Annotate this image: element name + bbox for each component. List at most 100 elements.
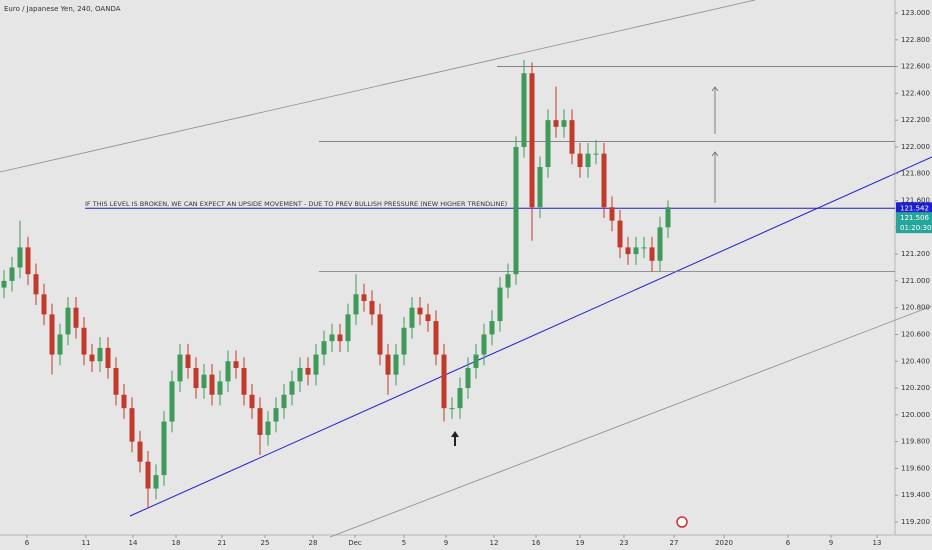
last-price-label: 121.506 bbox=[900, 214, 929, 222]
candle-body bbox=[617, 220, 623, 248]
candle-body bbox=[209, 374, 215, 395]
candle-body bbox=[201, 374, 207, 389]
x-tick-label: 23 bbox=[620, 539, 629, 547]
candle-body bbox=[513, 146, 519, 275]
x-tick-label: 14 bbox=[129, 539, 138, 547]
trendline bbox=[129, 156, 932, 517]
y-tick-label: 120.200 bbox=[901, 384, 930, 392]
y-tick-label: 119.200 bbox=[901, 518, 930, 526]
x-tick-label: 9 bbox=[444, 539, 448, 547]
candle-body bbox=[17, 247, 23, 268]
candle-body bbox=[449, 408, 455, 410]
candle-body bbox=[625, 247, 631, 255]
x-tick-label: 12 bbox=[490, 539, 499, 547]
x-tick-label: Dec bbox=[348, 539, 362, 547]
candle-body bbox=[417, 307, 423, 315]
candle-body bbox=[337, 334, 343, 342]
y-tick-label: 121.200 bbox=[901, 250, 930, 258]
x-tick-label: 13 bbox=[873, 539, 882, 547]
candle-body bbox=[577, 153, 583, 168]
level-price-label: 121.542 bbox=[900, 204, 929, 212]
candle-body bbox=[433, 321, 439, 355]
candle-body bbox=[9, 267, 15, 281]
candle-body bbox=[441, 354, 447, 409]
candle-body bbox=[473, 354, 479, 368]
candle-body bbox=[297, 367, 303, 382]
event-icon[interactable] bbox=[676, 516, 688, 528]
y-tick-label: 120.600 bbox=[901, 330, 930, 338]
x-tick-label: 18 bbox=[172, 539, 181, 547]
candle-body bbox=[361, 294, 367, 301]
y-tick-label: 122.200 bbox=[901, 116, 930, 124]
candle-body bbox=[273, 408, 279, 422]
candle-body bbox=[305, 367, 311, 375]
candle-body bbox=[169, 381, 175, 422]
candle-body bbox=[233, 361, 239, 368]
candle-body bbox=[185, 354, 191, 368]
last-price-box bbox=[896, 212, 932, 234]
candle-body bbox=[1, 280, 7, 288]
x-tick-label: 2020 bbox=[715, 539, 733, 547]
annotation: IF THIS LEVEL IS BROKEN, WE CAN EXPECT A… bbox=[85, 200, 507, 208]
candle-body bbox=[393, 354, 399, 375]
candle-body bbox=[249, 394, 255, 409]
candle-body bbox=[41, 294, 47, 315]
candle-body bbox=[545, 120, 551, 168]
candle-body bbox=[377, 314, 383, 355]
candle-body bbox=[569, 120, 575, 154]
candle-body bbox=[217, 381, 223, 395]
x-tick-label: 19 bbox=[576, 539, 585, 547]
candle-body bbox=[241, 367, 247, 395]
candle-body bbox=[457, 388, 463, 409]
x-tick-label: 5 bbox=[402, 539, 406, 547]
channel-upper bbox=[0, 0, 756, 173]
candle-body bbox=[105, 347, 111, 368]
candle-body bbox=[161, 421, 167, 476]
candle-body bbox=[225, 361, 231, 382]
candle-body bbox=[153, 475, 159, 489]
candle-body bbox=[497, 287, 503, 322]
y-tick-label: 121.600 bbox=[901, 197, 930, 205]
x-tick-label: 16 bbox=[532, 539, 541, 547]
candle-body bbox=[145, 461, 151, 489]
y-tick-label: 122.400 bbox=[901, 89, 930, 97]
y-tick-label: 119.600 bbox=[901, 464, 930, 472]
candle-body bbox=[329, 334, 335, 342]
candle-body bbox=[553, 120, 559, 127]
candle-body bbox=[401, 327, 407, 355]
channel-lower bbox=[329, 305, 932, 538]
y-tick-label: 122.600 bbox=[901, 63, 930, 71]
candle-body bbox=[609, 207, 615, 221]
candle-body bbox=[529, 73, 535, 208]
x-tick-label: 6 bbox=[25, 539, 30, 547]
candle-body bbox=[593, 153, 599, 155]
candle-body bbox=[649, 247, 655, 261]
candle-body bbox=[281, 394, 287, 409]
x-tick-label: 11 bbox=[82, 539, 91, 547]
candle-body bbox=[289, 381, 295, 395]
x-tick-label: 25 bbox=[261, 539, 270, 547]
candle-body bbox=[49, 314, 55, 355]
candle-body bbox=[633, 247, 639, 255]
candle-body bbox=[193, 367, 199, 389]
y-tick-label: 120.800 bbox=[901, 304, 930, 312]
candle-body bbox=[113, 367, 119, 395]
y-tick-label: 120.000 bbox=[901, 411, 930, 419]
candle-body bbox=[537, 167, 543, 208]
y-tick-label: 120.400 bbox=[901, 357, 930, 365]
candle-body bbox=[481, 334, 487, 355]
candle-body bbox=[641, 247, 647, 249]
candle-body bbox=[353, 294, 359, 315]
candle-body bbox=[313, 354, 319, 375]
candle-body bbox=[425, 314, 431, 322]
x-tick-label: 21 bbox=[218, 539, 227, 547]
candle-body bbox=[561, 120, 567, 127]
countdown: 01:20:30 bbox=[900, 224, 931, 232]
level-price-box bbox=[896, 202, 932, 215]
candle-body bbox=[177, 354, 183, 382]
candle-body bbox=[585, 153, 591, 168]
candle-body bbox=[81, 327, 87, 355]
candle-body bbox=[369, 300, 375, 315]
